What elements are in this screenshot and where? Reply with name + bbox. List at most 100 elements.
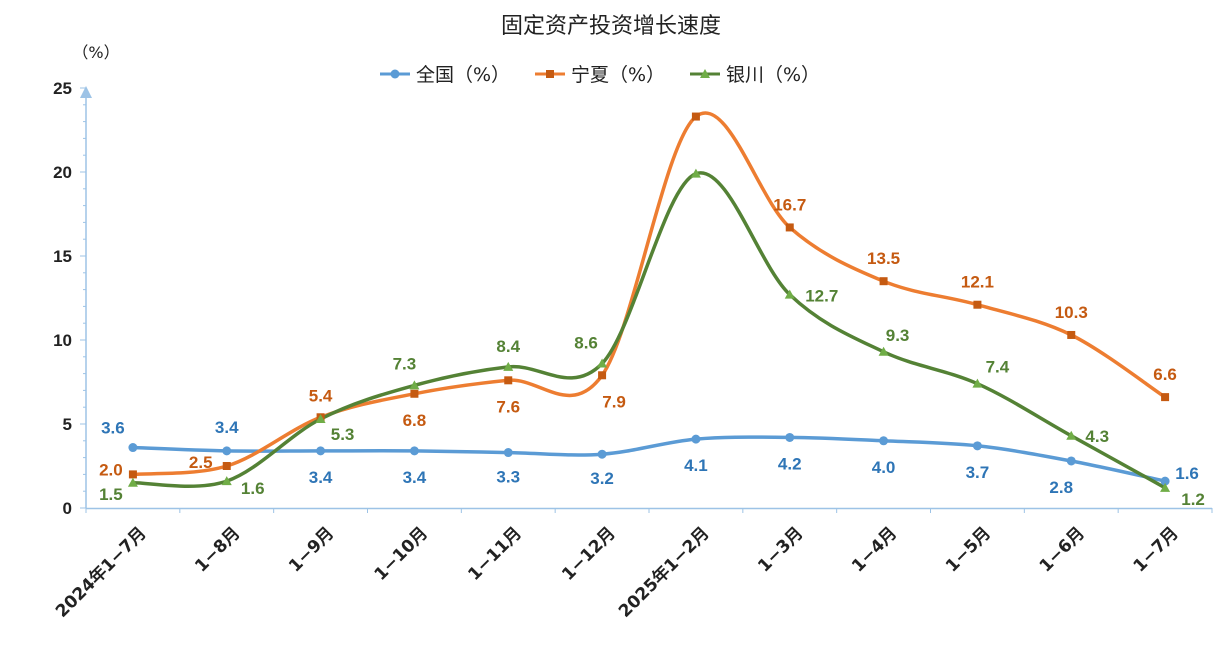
marker-yinchuan xyxy=(597,358,608,368)
marker-yinchuan xyxy=(690,168,701,178)
series-line-yinchuan xyxy=(132,171,1166,490)
marker-ningxia xyxy=(785,223,794,232)
x-tick-label: 1−9月 xyxy=(285,523,338,576)
x-tick-label: 1−10月 xyxy=(371,523,432,584)
legend-marker-triangle-icon xyxy=(700,69,710,78)
data-label-ningxia: 2.5 xyxy=(189,453,213,472)
data-label-ningxia: 7.9 xyxy=(602,392,626,411)
chart-title: 固定资产投资增长速度 xyxy=(501,14,721,39)
marker-yinchuan xyxy=(1066,430,1077,440)
legend-label-ningxia: 宁夏（%） xyxy=(571,64,665,86)
data-labels: 3.6 3.4 3.4 3.4 3.3 3.2 4.1 4.2 4.0 3.7 2.8 1.6 2.0 2… xyxy=(99,195,1205,508)
data-label-yinchuan: 1.6 xyxy=(241,479,265,498)
marker-ningxia xyxy=(598,371,607,380)
series-line-national xyxy=(132,435,1166,483)
data-label-yinchuan: 5.3 xyxy=(331,425,355,444)
x-tick-label: 1−7月 xyxy=(1130,523,1183,576)
x-tick-label: 2024年1−7月 xyxy=(51,523,150,622)
x-tick-label: 1−4月 xyxy=(848,523,901,576)
data-label-ningxia: 5.4 xyxy=(309,386,333,405)
x-tick-label: 2025年1−2月 xyxy=(614,523,713,622)
x-tick-label: 1−3月 xyxy=(754,523,807,576)
marker-ningxia xyxy=(1161,393,1170,402)
data-label-yinchuan: 8.6 xyxy=(574,334,598,353)
data-label-ningxia: 13.5 xyxy=(867,249,900,268)
marker-ningxia xyxy=(504,376,513,385)
y-tick-label: 15 xyxy=(53,247,72,266)
marker-yinchuan xyxy=(1160,482,1171,492)
marker-national xyxy=(879,436,889,446)
marker-yinchuan xyxy=(503,361,514,371)
x-tick-label: 1−8月 xyxy=(191,523,244,576)
data-label-national: 3.6 xyxy=(101,419,125,438)
marker-national xyxy=(785,432,795,442)
data-label-yinchuan: 7.4 xyxy=(986,358,1010,377)
data-label-national: 1.6 xyxy=(1175,464,1199,483)
data-label-national: 3.4 xyxy=(215,418,239,437)
marker-yinchuan xyxy=(409,380,420,390)
marker-yinchuan xyxy=(784,289,795,299)
data-label-ningxia: 6.8 xyxy=(403,411,427,430)
marker-national xyxy=(503,448,513,458)
y-tick-label: 25 xyxy=(53,79,72,98)
legend: 全国（%） 宁夏（%） 银川（%） xyxy=(380,64,820,86)
legend-label-national: 全国（%） xyxy=(416,64,510,86)
y-axis-arrow xyxy=(80,86,92,98)
legend-marker-circle-icon xyxy=(390,69,400,79)
data-label-national: 4.2 xyxy=(778,454,802,473)
marker-ningxia xyxy=(410,389,419,398)
markers xyxy=(127,112,1171,492)
data-label-yinchuan: 9.3 xyxy=(886,326,910,345)
data-label-ningxia: 16.7 xyxy=(773,195,806,214)
data-label-yinchuan: 7.3 xyxy=(393,354,417,373)
marker-yinchuan xyxy=(972,378,983,388)
data-label-yinchuan: 1.2 xyxy=(1181,490,1205,509)
data-label-national: 3.7 xyxy=(966,463,990,482)
data-label-ningxia: 10.3 xyxy=(1055,303,1088,322)
marker-national xyxy=(1160,476,1170,486)
x-tick-label: 1−11月 xyxy=(464,523,525,584)
y-axis-unit: （%） xyxy=(72,43,119,62)
marker-yinchuan xyxy=(878,346,889,356)
marker-ningxia xyxy=(973,300,982,309)
marker-national xyxy=(316,446,326,456)
data-label-national: 4.1 xyxy=(684,456,708,475)
data-label-ningxia: 7.6 xyxy=(496,397,520,416)
x-tick-label: 1−6月 xyxy=(1036,523,1089,576)
data-label-national: 3.4 xyxy=(309,468,333,487)
marker-ningxia xyxy=(1067,330,1076,339)
data-label-national: 4.0 xyxy=(872,458,896,477)
marker-ningxia xyxy=(691,112,700,121)
data-label-ningxia: 12.1 xyxy=(961,273,994,292)
marker-national xyxy=(409,446,419,456)
marker-yinchuan xyxy=(315,413,326,423)
data-label-yinchuan: 4.3 xyxy=(1085,427,1109,446)
data-label-ningxia: 2.0 xyxy=(99,460,123,479)
marker-yinchuan xyxy=(127,477,138,487)
x-tick-label: 1−5月 xyxy=(942,523,995,576)
marker-national xyxy=(222,446,232,456)
marker-national xyxy=(597,449,607,459)
marker-ningxia xyxy=(222,462,231,470)
y-tick-label: 20 xyxy=(53,163,72,182)
data-label-national: 3.3 xyxy=(496,468,520,487)
marker-yinchuan xyxy=(221,476,232,486)
y-tick-label: 5 xyxy=(63,415,72,434)
data-label-yinchuan: 8.4 xyxy=(496,337,520,356)
y-tick-label: 10 xyxy=(53,331,72,350)
legend-marker-square-icon xyxy=(546,70,554,78)
data-label-yinchuan: 12.7 xyxy=(805,287,838,306)
legend-label-yinchuan: 银川（%） xyxy=(726,64,820,86)
marker-national xyxy=(1066,456,1076,466)
x-tick-label: 1−12月 xyxy=(558,523,619,584)
series-line-ningxia xyxy=(132,111,1167,477)
data-label-ningxia: 6.6 xyxy=(1153,365,1177,384)
data-label-national: 2.8 xyxy=(1049,478,1073,497)
marker-ningxia xyxy=(879,277,888,286)
marker-national xyxy=(128,443,138,453)
marker-national xyxy=(691,434,701,444)
series-lines xyxy=(132,111,1167,490)
y-tick-label: 0 xyxy=(63,499,72,518)
axes: 0 5 10 15 20 25 2024年1−7月 1−8月 1−9月 1−10月 1−11月 1−1… xyxy=(51,79,1213,622)
